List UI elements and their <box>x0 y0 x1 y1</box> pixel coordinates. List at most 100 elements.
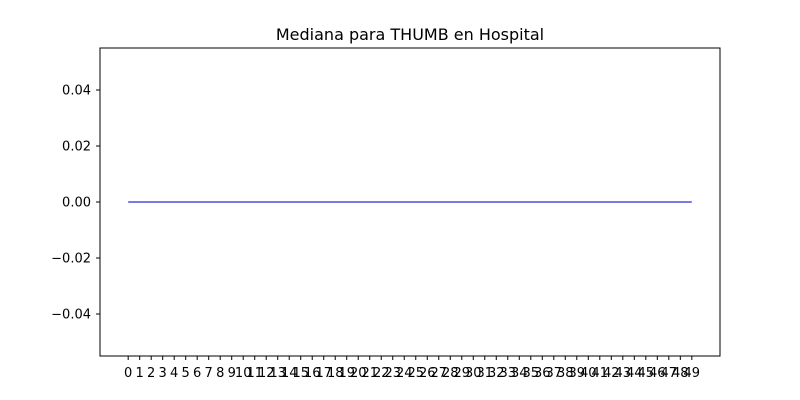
data-point <box>254 201 256 203</box>
data-point <box>611 201 613 203</box>
y-tick-label: −0.04 <box>51 308 91 323</box>
data-point <box>657 201 659 203</box>
data-point <box>519 201 521 203</box>
x-tick-label: 1 <box>136 366 144 381</box>
x-tick-label: 3 <box>159 366 167 381</box>
x-tick-label: 31 <box>476 366 493 381</box>
data-point <box>380 201 382 203</box>
data-point <box>311 201 313 203</box>
data-point <box>645 201 647 203</box>
x-tick-label: 36 <box>534 366 551 381</box>
data-point <box>599 201 601 203</box>
x-tick-label: 13 <box>269 366 286 381</box>
x-tick-label: 23 <box>384 366 401 381</box>
y-tick-label: 0.04 <box>62 84 91 99</box>
x-tick-label: 17 <box>315 366 332 381</box>
data-point <box>427 201 429 203</box>
x-tick-label: 44 <box>626 366 643 381</box>
x-tick-label: 48 <box>672 366 689 381</box>
x-tick-label: 28 <box>442 366 459 381</box>
x-tick-label: 16 <box>304 366 321 381</box>
y-tick-label: 0.02 <box>62 140 91 155</box>
x-tick-label: 37 <box>546 366 563 381</box>
y-tick-label: −0.02 <box>51 252 91 267</box>
x-tick-label: 35 <box>523 366 540 381</box>
x-tick-label: 24 <box>396 366 413 381</box>
x-tick-label: 47 <box>661 366 678 381</box>
x-tick-label: 22 <box>373 366 390 381</box>
data-point <box>300 201 302 203</box>
data-point <box>277 201 279 203</box>
x-tick-label: 42 <box>603 366 620 381</box>
x-tick-label: 14 <box>281 366 298 381</box>
x-tick-label: 20 <box>350 366 367 381</box>
x-tick-label: 30 <box>465 366 482 381</box>
y-tick-label: 0.00 <box>62 196 91 211</box>
x-tick-label: 5 <box>182 366 190 381</box>
data-point <box>576 201 578 203</box>
x-tick-label: 38 <box>557 366 574 381</box>
data-point <box>242 201 244 203</box>
data-point <box>530 201 532 203</box>
data-point <box>369 201 371 203</box>
data-point <box>507 201 509 203</box>
x-tick-label: 21 <box>361 366 378 381</box>
x-tick-label: 41 <box>592 366 609 381</box>
x-tick-label: 11 <box>246 366 263 381</box>
data-point <box>622 201 624 203</box>
x-tick-label: 19 <box>338 366 355 381</box>
data-point <box>162 201 164 203</box>
data-point <box>139 201 141 203</box>
data-point <box>542 201 544 203</box>
x-tick-label: 0 <box>124 366 132 381</box>
data-point <box>231 201 233 203</box>
data-point <box>403 201 405 203</box>
data-point <box>553 201 555 203</box>
chart-title: Mediana para THUMB en Hospital <box>276 25 544 44</box>
data-point <box>288 201 290 203</box>
x-tick-label: 34 <box>511 366 528 381</box>
x-tick-label: 2 <box>147 366 155 381</box>
x-tick-label: 45 <box>638 366 655 381</box>
x-tick-label: 46 <box>649 366 666 381</box>
data-point <box>461 201 463 203</box>
data-point <box>323 201 325 203</box>
x-tick-label: 27 <box>430 366 447 381</box>
x-tick-label: 10 <box>235 366 252 381</box>
plot-area: −0.04−0.020.000.020.040 1 2 3 4 5 6 7 8 9 10111213… <box>51 47 721 381</box>
data-point <box>668 201 670 203</box>
data-point <box>196 201 198 203</box>
x-tick-label: 29 <box>453 366 470 381</box>
x-tick-label: 15 <box>292 366 309 381</box>
data-point <box>691 201 693 203</box>
data-point <box>588 201 590 203</box>
data-point <box>680 201 682 203</box>
data-point <box>473 201 475 203</box>
data-point <box>565 201 567 203</box>
x-tick-label: 49 <box>684 366 701 381</box>
data-point <box>185 201 187 203</box>
data-point <box>438 201 440 203</box>
x-tick-label: 6 <box>193 366 201 381</box>
x-tick-label: 7 <box>205 366 213 381</box>
data-point <box>346 201 348 203</box>
data-point <box>150 201 152 203</box>
data-point <box>334 201 336 203</box>
x-tick-label: 18 <box>327 366 344 381</box>
data-point <box>219 201 221 203</box>
x-tick-label: 12 <box>258 366 275 381</box>
x-tick-label: 32 <box>488 366 505 381</box>
x-tick-label: 4 <box>170 366 178 381</box>
data-point <box>484 201 486 203</box>
data-point <box>265 201 267 203</box>
x-tick-label: 25 <box>407 366 424 381</box>
x-tick-label: 33 <box>500 366 517 381</box>
data-point <box>415 201 417 203</box>
data-point <box>634 201 636 203</box>
data-point <box>450 201 452 203</box>
x-tick-label: 39 <box>569 366 586 381</box>
data-point <box>208 201 210 203</box>
x-tick-label: 40 <box>580 366 597 381</box>
data-point <box>357 201 359 203</box>
